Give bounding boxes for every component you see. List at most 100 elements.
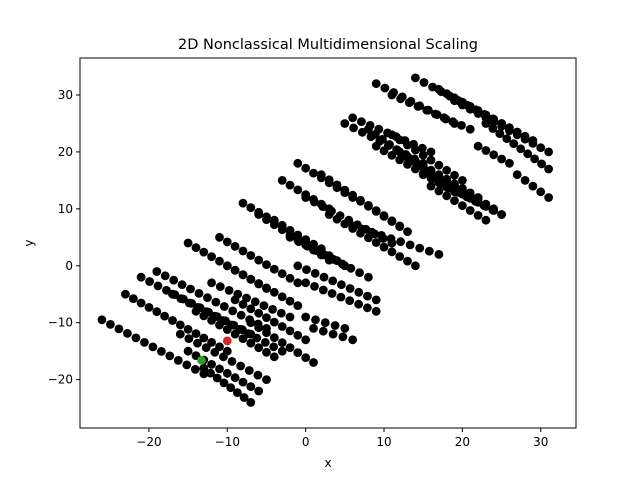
scatter-point xyxy=(269,215,279,225)
scatter-point xyxy=(364,272,373,282)
scatter-point xyxy=(246,251,256,260)
scatter-point xyxy=(338,332,348,342)
y-tick-label: −10 xyxy=(48,316,73,330)
scatter-point xyxy=(277,338,287,347)
scatter-point xyxy=(450,170,459,180)
scatter-point xyxy=(379,242,389,252)
scatter-point xyxy=(262,347,271,357)
scatter-point xyxy=(277,292,287,302)
scatter-point xyxy=(495,129,505,139)
scatter-point xyxy=(193,338,202,348)
scatter-point xyxy=(97,315,107,325)
scatter-point xyxy=(329,255,338,264)
scatter-point xyxy=(285,180,295,190)
scatter-point xyxy=(405,240,415,250)
scatter-point xyxy=(254,308,264,318)
scatter-point xyxy=(175,320,185,330)
scatter-point xyxy=(301,193,311,202)
scatter-point xyxy=(387,130,397,140)
scatter-point xyxy=(250,297,260,307)
scatter-point xyxy=(458,189,467,199)
scatter-point xyxy=(481,202,491,211)
scatter-point xyxy=(311,315,320,325)
scatter-point xyxy=(415,243,425,253)
scatter-point xyxy=(426,181,436,191)
scatter-point xyxy=(411,145,420,155)
scatter-point xyxy=(253,370,263,380)
scatter-point xyxy=(544,193,553,202)
scatter-point xyxy=(512,130,522,140)
scatter-point xyxy=(439,113,449,123)
scatter-point xyxy=(228,306,238,316)
scatter-point xyxy=(357,117,366,126)
scatter-point xyxy=(434,84,444,94)
scatter-point xyxy=(458,100,467,110)
scatter-point xyxy=(364,201,373,211)
scatter-point xyxy=(276,308,286,318)
scatter-point xyxy=(395,135,405,145)
scatter-point xyxy=(418,150,428,160)
scatter-point xyxy=(489,206,499,215)
scatter-point xyxy=(363,291,372,301)
scatter-point xyxy=(219,378,229,388)
scatter-point xyxy=(327,289,337,298)
scatter-point xyxy=(254,279,264,288)
scatter-point xyxy=(505,158,514,168)
scatter-point xyxy=(396,237,405,247)
scatter-point xyxy=(387,150,397,160)
scatter-point xyxy=(505,126,514,135)
scatter-point xyxy=(269,352,279,362)
scatter-point xyxy=(386,234,396,244)
scatter-point xyxy=(413,102,423,111)
scatter-point xyxy=(260,338,270,347)
scatter-point xyxy=(239,393,249,402)
scatter-point xyxy=(509,139,519,149)
scatter-point xyxy=(301,353,311,362)
scatter-point xyxy=(431,109,440,119)
scatter-point xyxy=(226,383,236,393)
scatter-point xyxy=(160,271,170,281)
scatter-point xyxy=(380,83,390,93)
scatter-point xyxy=(262,375,271,384)
scatter-point xyxy=(210,347,220,357)
scatter-point xyxy=(165,351,175,361)
y-tick-label: 30 xyxy=(58,88,73,102)
y-tick-label: 10 xyxy=(58,202,73,216)
scatter-point xyxy=(246,382,256,391)
scatter-point xyxy=(285,343,295,352)
scatter-point xyxy=(348,191,358,201)
scatter-point xyxy=(520,134,530,144)
scatter-point xyxy=(320,318,330,328)
x-tick-label: 30 xyxy=(533,435,548,449)
scatter-point xyxy=(254,255,264,265)
scatter-point xyxy=(128,294,138,303)
scatter-point xyxy=(262,313,271,322)
scatter-point xyxy=(379,212,389,221)
scatter-point xyxy=(173,356,183,365)
scatter-point xyxy=(285,296,295,306)
scatter-point xyxy=(349,123,358,133)
scatter-point xyxy=(403,140,412,150)
scatter-point xyxy=(320,250,330,260)
scatter-point xyxy=(473,141,483,151)
scatter-point xyxy=(536,187,546,197)
scatter-point xyxy=(502,134,512,144)
scatter-point xyxy=(277,269,287,279)
scatter-point xyxy=(236,361,246,371)
scatter-point xyxy=(277,220,287,230)
scatter-point xyxy=(512,170,522,180)
scatter-point xyxy=(403,160,412,169)
scatter-point xyxy=(310,269,320,278)
scatter-point xyxy=(244,366,254,375)
scatter-point xyxy=(303,241,312,251)
scatter-point xyxy=(230,265,240,275)
scatter-point xyxy=(385,140,394,149)
scatter-point xyxy=(473,197,483,207)
scatter-point xyxy=(148,342,158,352)
scatter-point xyxy=(285,326,295,336)
scatter-point xyxy=(230,329,240,339)
scatter-point xyxy=(230,242,240,251)
scatter-point xyxy=(337,280,346,290)
scatter-point xyxy=(269,317,279,327)
scatter-point xyxy=(285,232,295,242)
